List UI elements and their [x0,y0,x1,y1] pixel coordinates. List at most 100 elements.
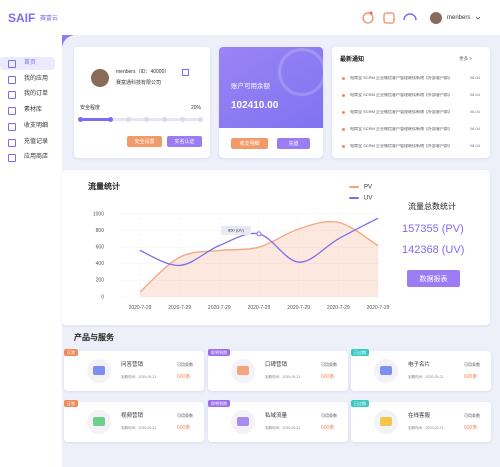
nav-item[interactable]: 我的订单 [24,91,49,98]
product-card[interactable] [208,402,348,442]
x-tick-label: 2020-7-29 [248,305,271,311]
progress-dot [107,117,113,122]
badge [369,11,373,15]
y-tick-label: 200 [96,278,105,284]
progress-dot [161,117,167,122]
notice-date: 08-04 [469,109,480,114]
progress-dot [77,117,83,122]
total-uv: 142368 (UV) [402,244,465,256]
button[interactable]: 实名认证 [167,136,202,147]
profile-name: menbers（ID：40000） [116,69,170,75]
more-link[interactable]: 更多 > [459,56,472,61]
product-name: 口碑营销 [265,362,288,368]
notice-dot [342,77,345,80]
product-tag: 正常 [64,400,78,407]
product-card[interactable] [208,351,348,391]
nav-item[interactable]: 素材库 [24,107,43,114]
product-expiry: 到期时间：2020-09-21 [265,426,301,430]
nav-icon[interactable] [8,60,16,68]
product-card[interactable] [64,402,204,442]
product-icon [380,417,392,426]
nav-icon[interactable] [8,107,16,116]
balance-label: 账户可用余额 [231,83,270,90]
product-icon [93,366,105,375]
x-tick-label: 2020-7-29 [208,305,231,311]
product-expiry: 到期时间：2020-09-21 [121,426,157,430]
product-expiry: 到期时间：2020-09-21 [265,375,301,379]
button[interactable]: 数据报表 [407,270,460,287]
edit-icon[interactable] [182,69,189,76]
product-name: 私域流量 [265,413,288,419]
nav-icon[interactable] [8,154,16,163]
button[interactable]: 安全设置 [127,136,162,147]
product-name: 电子名片 [408,362,431,368]
quota: 600条 [464,425,478,431]
button[interactable]: 收支明细 [231,138,268,149]
avatar[interactable] [430,12,442,24]
button[interactable]: 充值 [277,138,310,149]
progress-dot [197,117,203,122]
edit-icon[interactable] [383,12,395,24]
product-tag: 即将到期 [208,400,230,407]
caret[interactable] [475,16,481,20]
nav-item[interactable]: 首页 [24,60,37,66]
product-card[interactable] [351,351,491,391]
quota-label: 可用条数 [464,413,480,418]
product-icon [93,417,105,426]
nav-icon[interactable] [8,138,16,147]
support-icon[interactable] [403,13,417,21]
product-tag: 即将到期 [208,349,230,356]
notice-dot [342,128,345,131]
product-icon [237,366,249,375]
avatar [91,69,109,87]
product-tag: 已过期 [351,400,369,407]
user-name[interactable]: menbers [447,15,471,21]
nav-icon[interactable] [8,91,16,100]
product-tag: 正常 [64,349,78,356]
quota-label: 可用条数 [464,362,480,367]
chart-card [62,170,490,325]
notice-dot [342,111,345,114]
nav-item[interactable]: 收支明细 [24,122,49,129]
quota: 600条 [464,374,478,380]
progress-fill [80,118,110,121]
chart-title: 流量统计 [88,182,120,191]
progress-track [80,118,201,121]
product-card[interactable] [64,351,204,391]
nav-item[interactable]: 我的应用 [24,75,49,82]
balance-amount: 102410.00 [231,100,279,111]
notice-date: 08-04 [469,126,480,131]
quota: 600条 [321,374,335,380]
progress-dot [125,117,131,122]
y-tick-label: 1000 [93,211,104,217]
totals-title: 流量总数统计 [408,202,456,211]
area [140,221,378,297]
tooltip: 850 (UV) [228,227,245,232]
company: 赛富通科技有限公司 [116,80,162,86]
nav-icon[interactable] [8,122,16,131]
y-tick-label: 600 [96,245,105,251]
notice-date: 08-04 [469,92,480,97]
product-card[interactable] [351,402,491,442]
bell-icon[interactable] [362,12,374,24]
sidebar-bg [0,35,62,467]
quota: 600条 [321,425,335,431]
nav-item[interactable]: 应用商店 [24,154,49,161]
notice-dot [342,94,345,97]
x-tick-label: 2020-7-29 [129,305,152,311]
product-expiry: 到期时间：2020-09-21 [408,375,444,379]
product-tag: 已过期 [351,349,369,356]
nav-item[interactable]: 充值记录 [24,138,49,145]
series-line [139,220,379,293]
product-icon [380,366,392,375]
nav-icon[interactable] [8,75,16,84]
quota-label: 可用条数 [321,362,337,367]
total-pv: 157355 (PV) [402,223,464,235]
x-tick-label: 2020-7-29 [168,305,191,311]
notices-card [332,47,490,158]
notice-date: 08-04 [469,75,480,80]
progress-dot [143,117,149,122]
products-title: 产品与服务 [74,333,114,342]
